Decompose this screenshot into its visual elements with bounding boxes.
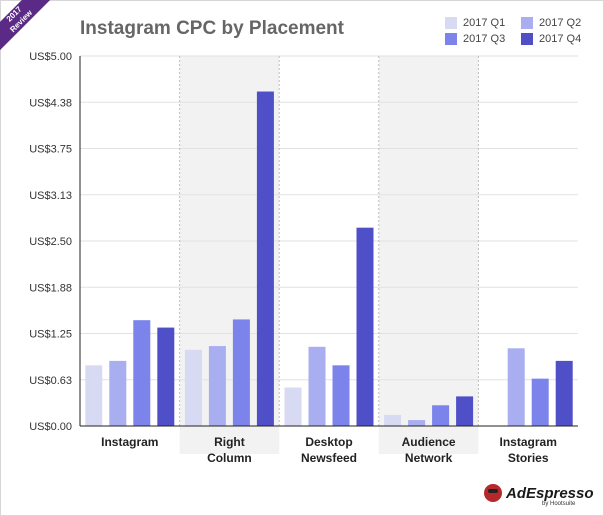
adespresso-logo: AdEspresso by Hootsuite — [484, 484, 594, 507]
legend-item-q2: 2017 Q2 — [521, 17, 581, 29]
y-tick-label: US$1.25 — [29, 329, 72, 341]
x-category-label: Audience Network — [402, 435, 456, 465]
y-tick-label: US$2.50 — [29, 236, 72, 248]
bar — [408, 420, 426, 426]
x-category-label: Right Column — [207, 435, 252, 465]
bar — [384, 414, 402, 426]
legend-label-q3: 2017 Q3 — [463, 33, 506, 45]
legend-label-q2: 2017 Q2 — [539, 17, 582, 29]
mustache-logo-icon — [484, 484, 502, 502]
y-tick-label: US$0.63 — [29, 375, 72, 387]
bar — [109, 360, 127, 426]
y-tick-label: US$4.38 — [29, 97, 72, 109]
category-band — [378, 56, 479, 454]
logo-byline: by Hootsuite — [542, 501, 576, 507]
bar — [507, 348, 525, 426]
y-tick-label: US$3.13 — [29, 190, 72, 202]
bar — [284, 387, 302, 426]
legend-swatch-q1 — [445, 17, 457, 29]
x-category-label: Desktop Newsfeed — [301, 435, 357, 465]
bar — [85, 365, 103, 426]
bar — [184, 349, 202, 426]
bar — [456, 396, 474, 426]
bar — [356, 227, 374, 426]
legend-swatch-q2 — [521, 17, 533, 29]
y-tick-label: US$3.75 — [29, 144, 72, 156]
bar — [555, 360, 573, 426]
legend-item-q3: 2017 Q3 — [445, 33, 505, 45]
legend-label-q4: 2017 Q4 — [539, 33, 582, 45]
bar — [332, 365, 350, 426]
legend-swatch-q3 — [445, 33, 457, 45]
bar — [133, 320, 151, 426]
y-tick-label: US$1.88 — [29, 282, 72, 294]
legend-item-q4: 2017 Q4 — [521, 33, 581, 45]
legend-swatch-q4 — [521, 33, 533, 45]
bar — [208, 346, 226, 426]
bar — [157, 327, 175, 426]
bar — [232, 319, 250, 426]
x-category-label: Instagram Stories — [500, 435, 557, 465]
logo-brand: AdEspresso — [506, 484, 594, 502]
legend-label-q1: 2017 Q1 — [463, 17, 506, 29]
x-category-label: Instagram — [101, 435, 158, 449]
bar — [256, 91, 274, 427]
bar — [432, 405, 450, 426]
chart-title: Instagram CPC by Placement — [80, 18, 344, 39]
bar — [308, 346, 326, 426]
bar — [531, 378, 549, 426]
y-tick-label: US$5.00 — [29, 51, 72, 63]
legend-item-q1: 2017 Q1 — [445, 17, 505, 29]
y-tick-label: US$0.00 — [29, 421, 72, 433]
